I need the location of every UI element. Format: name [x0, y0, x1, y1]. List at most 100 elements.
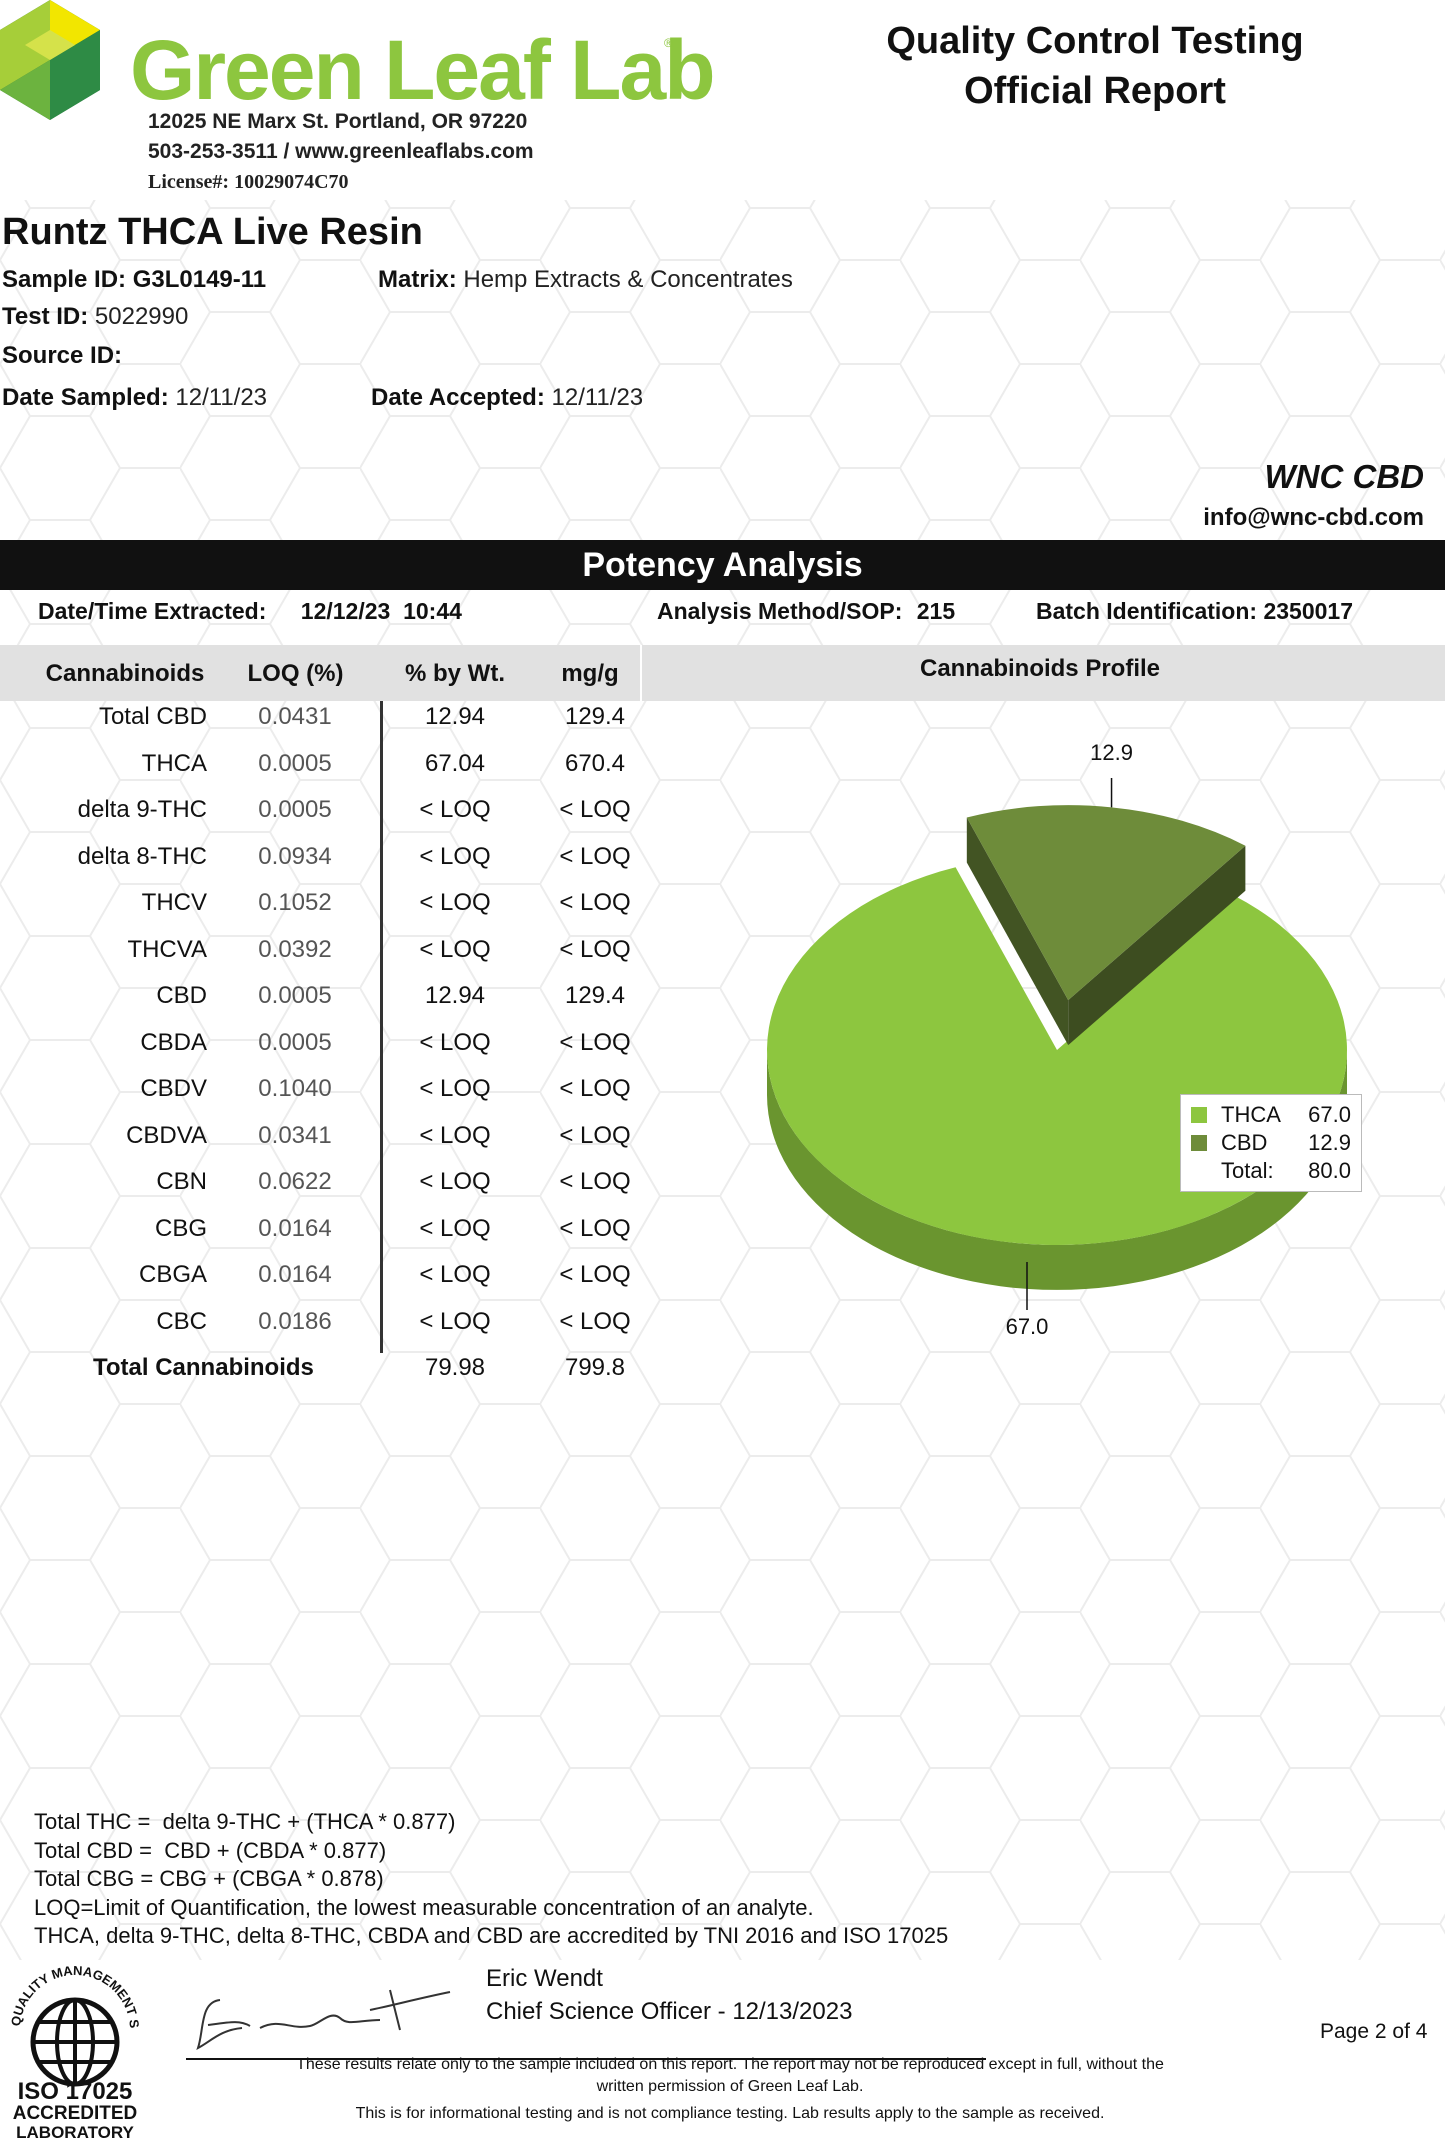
table-row: CBG 0.0164 < LOQ < LOQ — [0, 1210, 680, 1257]
mg-value: < LOQ — [559, 935, 631, 963]
legend-value: 67.0 — [1308, 1102, 1351, 1127]
matrix: Matrix: Hemp Extracts & Concentrates — [378, 266, 793, 294]
footnote-accreditation: THCA, delta 9-THC, delta 8-THC, CBDA and… — [34, 1923, 949, 1948]
loq-value: 0.0164 — [258, 1214, 332, 1242]
cannabinoid-name: CBDV — [140, 1075, 207, 1102]
cannabinoid-name: CBDVA — [126, 1121, 207, 1149]
disclaimer-line-1: These results relate only to the sample … — [296, 2056, 1164, 2073]
mg-value: < LOQ — [559, 1075, 631, 1102]
header: Green Leaf Lab ® 12025 NE Marx St. Portl… — [0, 0, 1445, 200]
loq-value: 0.1052 — [258, 889, 332, 916]
lab-address: 12025 NE Marx St. Portland, OR 97220 — [148, 110, 528, 133]
disclaimer: These results relate only to the sample … — [200, 2054, 1260, 2125]
mg-value: 129.4 — [564, 982, 626, 1009]
pct-value: < LOQ — [419, 935, 491, 963]
potency-table: Total CBD 0.0431 12.94 129.4 THCA 0.0005… — [0, 698, 680, 1396]
pie-slice-side-thca — [767, 1050, 1347, 1290]
pct-value: < LOQ — [419, 842, 491, 870]
total-mg: 799.8 — [564, 1354, 626, 1381]
value-label-thca: 67.0 — [1006, 1314, 1049, 1339]
total-label: Total Cannabinoids — [93, 1354, 314, 1381]
footnote-total-thc: Total THC = delta 9-THC + (THCA * 0.877) — [34, 1809, 456, 1834]
pct-value: 12.94 — [424, 703, 486, 730]
report-title: Quality Control Testing Official Report — [855, 16, 1335, 116]
table-row: CBDV 0.1040 < LOQ < LOQ — [0, 1070, 680, 1117]
cannabinoid-name: delta 9-THC — [77, 796, 207, 823]
legend-value: 12.9 — [1308, 1130, 1351, 1155]
iso-line-3: LABORATORY — [16, 2123, 134, 2142]
total-pct: 79.98 — [424, 1354, 486, 1381]
legend-swatch-blank — [1191, 1163, 1207, 1179]
registered-mark: ® — [664, 36, 673, 50]
cannabinoid-name: CBN — [156, 1168, 207, 1195]
pct-value: < LOQ — [419, 1121, 491, 1149]
loq-value: 0.0622 — [258, 1168, 332, 1195]
table-row: THCA 0.0005 67.04 670.4 — [0, 745, 680, 792]
footnotes: Total THC = delta 9-THC + (THCA * 0.877)… — [34, 1808, 948, 1951]
cannabinoid-name: CBC — [156, 1307, 207, 1335]
extracted-value: 12/12/23 10:44 — [300, 598, 462, 624]
pct-value: < LOQ — [419, 1028, 491, 1056]
pct-value: < LOQ — [419, 1261, 491, 1288]
mg-value: < LOQ — [559, 796, 631, 823]
matrix-value: Hemp Extracts & Concentrates — [463, 266, 793, 293]
pct-value: < LOQ — [419, 1075, 491, 1102]
iso-line-2: ACCREDITED — [12, 2103, 138, 2124]
method-label: Analysis Method/SOP: — [657, 598, 903, 624]
product-title: Runtz THCA Live Resin — [2, 211, 423, 253]
loq-value: 0.0186 — [258, 1307, 332, 1335]
mg-value: < LOQ — [559, 1121, 631, 1149]
cannabinoid-name: CBDA — [140, 1028, 207, 1056]
footnote-total-cbg: Total CBG = CBG + (CBGA * 0.878) — [34, 1866, 384, 1891]
mg-value: < LOQ — [559, 1307, 631, 1335]
pct-value: < LOQ — [419, 796, 491, 823]
table-row: delta 9-THC 0.0005 < LOQ < LOQ — [0, 791, 680, 838]
pie-slice-cbd — [966, 805, 1246, 1001]
source-id: Source ID: — [2, 342, 122, 370]
table-row: THCVA 0.0392 < LOQ < LOQ — [0, 931, 680, 978]
loq-value: 0.1040 — [258, 1075, 332, 1102]
legend-swatch-cbd — [1191, 1135, 1207, 1151]
table-row: CBGA 0.0164 < LOQ < LOQ — [0, 1256, 680, 1303]
table-row: CBDA 0.0005 < LOQ < LOQ — [0, 1024, 680, 1071]
column-header-pct: % by Wt. — [405, 660, 505, 687]
legend-total-value: 80.0 — [1308, 1158, 1351, 1183]
mg-value: < LOQ — [559, 1168, 631, 1195]
potency-section-title: Potency Analysis — [0, 540, 1445, 590]
pct-value: < LOQ — [419, 889, 491, 916]
sample-id: Sample ID: G3L0149-11 — [2, 266, 266, 294]
signer-title: Chief Science Officer - 12/13/2023 — [486, 1998, 853, 2025]
iso-seal-icon: QUALITY MANAGEMENT SYSTEM — [0, 1960, 142, 2087]
method-info: Analysis Method/SOP: 215 — [657, 598, 955, 625]
client-name: WNC CBD — [1264, 458, 1424, 495]
batch-label: Batch Identification: — [1036, 598, 1258, 624]
loq-value: 0.0934 — [258, 842, 332, 870]
source-id-label: Source ID: — [2, 342, 123, 369]
signature-underline — [186, 2058, 986, 2060]
column-header-cannabinoids: Cannabinoids — [45, 660, 205, 687]
table-header: Cannabinoids LOQ (%) % by Wt. mg/g Canna… — [0, 645, 1445, 701]
cannabinoid-name: THCVA — [127, 935, 207, 963]
footnote-total-cbd: Total CBD = CBD + (CBDA * 0.877) — [34, 1837, 387, 1863]
signer: Eric Wendt Chief Science Officer - 12/13… — [486, 1962, 852, 2028]
cannabinoids-pie-chart: 67.0 12.9 — [767, 740, 1348, 1339]
footnote-loq: LOQ=Limit of Quantification, the lowest … — [34, 1894, 814, 1920]
loq-value: 0.0392 — [258, 935, 332, 963]
total-row: Total Cannabinoids 79.98 799.8 — [0, 1349, 680, 1396]
table-header-divider — [640, 645, 642, 701]
test-id: Test ID: 5022990 — [2, 303, 188, 331]
extracted-info: Date/Time Extracted: 12/12/23 10:44 — [38, 598, 462, 625]
lab-contact: 503-253-3511 / www.greenleaflabs.com — [148, 140, 534, 163]
table-row: THCV 0.1052 < LOQ < LOQ — [0, 884, 680, 931]
loq-value: 0.0005 — [258, 749, 332, 777]
cannabinoid-name: CBG — [154, 1214, 207, 1242]
date-accepted-value: 12/11/23 — [551, 384, 644, 411]
table-row: CBD 0.0005 12.94 129.4 — [0, 977, 680, 1024]
pct-value: < LOQ — [419, 1214, 491, 1242]
page-number: Page 2 of 4 — [1320, 2020, 1428, 2043]
iso-line-1: ISO 17025 — [17, 2078, 133, 2105]
mg-value: < LOQ — [559, 889, 631, 916]
disclaimer-line-3: This is for informational testing and is… — [355, 2105, 1105, 2122]
table-divider-line — [380, 701, 383, 1353]
mg-value: < LOQ — [559, 1214, 631, 1242]
